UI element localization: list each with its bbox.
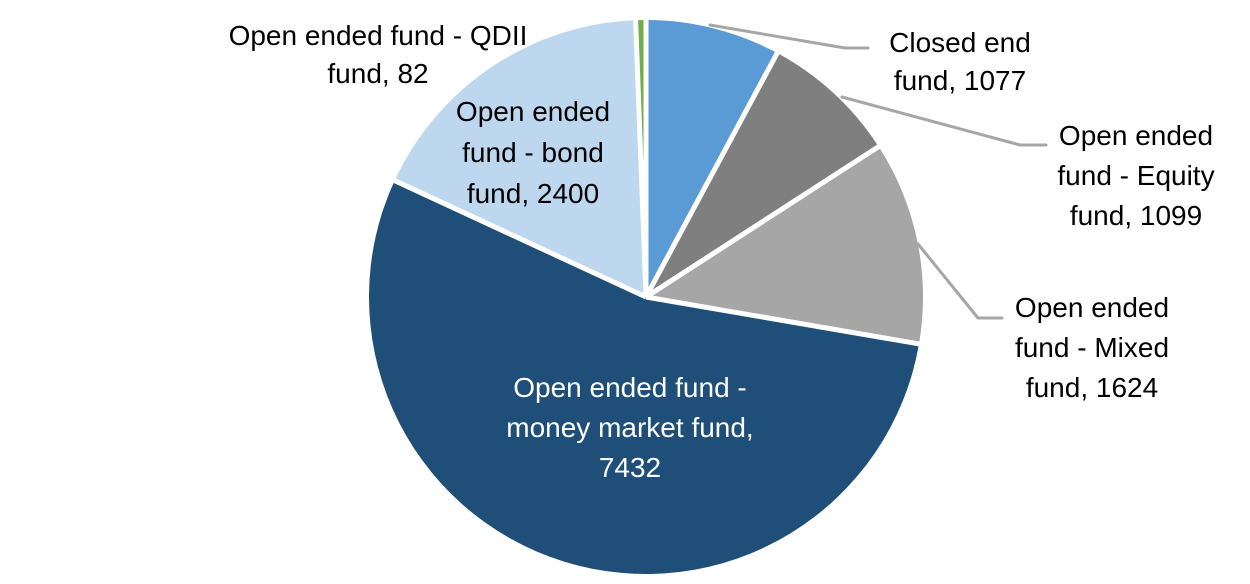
data-label-mixed-fund: Open ended fund - Mixed fund, 1624 (1014, 292, 1170, 403)
pie-slice-open-ended-money-market-fund (369, 180, 919, 574)
leader-line-mixed-fund (916, 242, 1004, 320)
leader-line-equity-fund (840, 95, 1048, 147)
pie-slice-open-ended-equity-fund (646, 53, 879, 297)
slice-separator (645, 294, 921, 347)
data-label-bond-fund: Open ended fund - bond fund, 2400 (455, 96, 611, 209)
data-label-equity-fund: Open ended fund - Equity fund, 1099 (1057, 120, 1215, 231)
leader-line-closed-end-fund (708, 23, 870, 50)
pie-slice-closed-end-fund (646, 20, 778, 297)
pie-slice-open-ended-mixed-fund (646, 146, 924, 344)
pie-slice-open-ended-bond-fund (394, 20, 646, 297)
slice-separator (644, 143, 881, 300)
data-label-money-market-fund: Open ended fund - money market fund, 743… (506, 372, 754, 483)
data-label-closed-end-fund: Closed end fund, 1077 (889, 27, 1031, 96)
slice-separator (643, 50, 780, 299)
slice-separator (392, 177, 648, 300)
data-label-qdii-fund: Open ended fund - QDII fund, 82 (228, 20, 528, 89)
